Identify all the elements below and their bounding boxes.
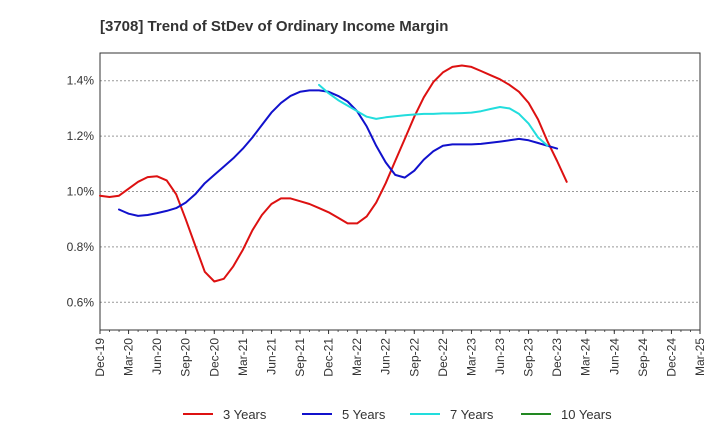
x-tick-label: Dec-19 [93,338,107,377]
x-tick-label: Dec-20 [207,338,221,377]
x-tick-label: Jun-23 [493,338,507,375]
plot-area-frame [99,52,701,331]
legend-label: 5 Years [342,407,386,422]
y-tick-label: 0.6% [67,295,95,309]
x-tick-label: Jun-24 [607,338,621,375]
x-axis: Dec-19 Mar-20 Jun-20 Sep-20 Dec-20 Mar-21 Jun-… [93,330,707,377]
x-tick-label: Dec-24 [664,338,678,377]
series-line [99,64,568,283]
legend: 3 Years 5 Years 7 Years 10 Years [183,407,612,422]
x-tick-label: Dec-22 [436,338,450,377]
x-tick-label: Mar-25 [693,338,707,376]
x-tick-label: Mar-23 [464,338,478,376]
gridlines [100,80,700,303]
x-tick-label: Mar-21 [236,338,250,376]
y-tick-label: 1.4% [67,74,95,88]
x-tick-label: Sep-21 [293,338,307,377]
x-tick-label: Dec-21 [322,338,336,377]
series-lines [99,64,568,283]
y-tick-label: 0.8% [67,240,95,254]
y-axis: 0.6% 0.8% 1.0% 1.2% 1.4% [67,74,95,310]
x-tick-label: Dec-23 [550,338,564,377]
x-tick-label: Jun-22 [379,338,393,375]
x-tick-label: Sep-22 [407,338,421,377]
x-tick-label: Sep-23 [522,338,536,377]
x-tick-label: Mar-24 [579,338,593,376]
x-tick-label: Jun-20 [150,338,164,375]
chart-title: [3708] Trend of StDev of Ordinary Income… [100,18,448,35]
legend-label: 3 Years [223,407,267,422]
x-tick-label: Mar-20 [122,338,136,376]
legend-label: 10 Years [561,407,612,422]
x-tick-label: Mar-22 [350,338,364,376]
legend-label: 7 Years [450,407,494,422]
x-tick-label: Jun-21 [264,338,278,375]
x-tick-label: Sep-24 [636,338,650,377]
x-tick-label: Sep-20 [179,338,193,377]
y-tick-label: 1.0% [67,185,95,199]
series-line [118,89,559,217]
series-line [318,83,549,147]
y-tick-label: 1.2% [67,129,95,143]
